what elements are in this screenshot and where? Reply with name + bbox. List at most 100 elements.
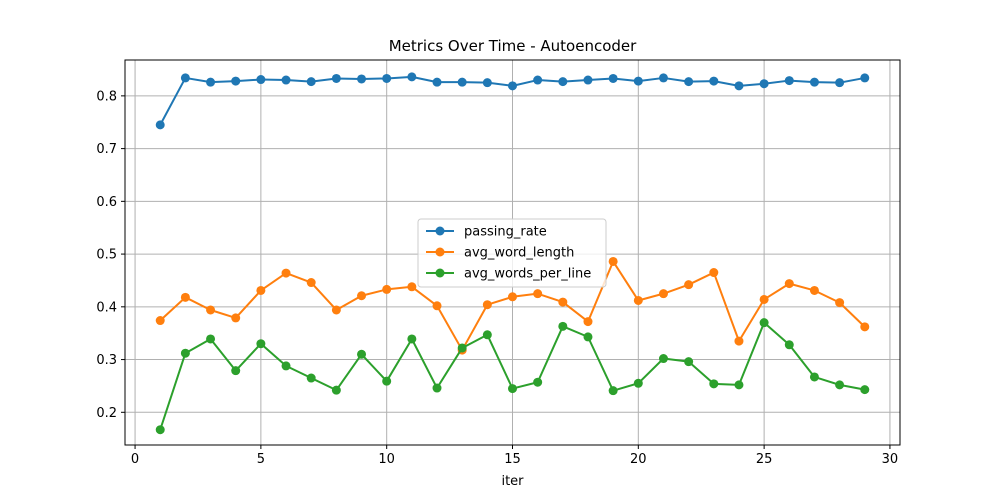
data-point-avg_words_per_line [155,425,165,435]
data-point-passing_rate [835,78,845,88]
series-avg_words_per_line [155,318,870,435]
data-point-passing_rate [281,75,291,85]
data-point-passing_rate [432,77,442,87]
data-point-avg_word_length [331,305,341,315]
data-point-avg_word_length [407,282,417,292]
data-point-avg_words_per_line [759,318,769,328]
data-point-passing_rate [608,73,618,83]
data-point-passing_rate [482,78,492,88]
data-point-avg_words_per_line [835,380,845,390]
data-point-avg_words_per_line [306,373,316,383]
data-point-passing_rate [508,81,517,91]
data-point-passing_rate [658,73,668,83]
data-point-avg_words_per_line [809,372,819,382]
y-tick-label: 0.8 [96,89,117,104]
data-point-avg_words_per_line [407,334,417,344]
data-point-avg_words_per_line [206,334,216,344]
data-point-avg_words_per_line [256,339,266,349]
legend-item-avg_words_per_line: avg_words_per_line [426,267,591,282]
y-tick-label: 0.7 [96,142,117,157]
data-point-passing_rate [457,77,467,87]
data-point-passing_rate [407,72,417,82]
data-point-avg_word_length [734,336,744,346]
series-passing_rate [155,72,870,130]
data-point-avg_words_per_line [432,383,442,393]
x-tick-label: 10 [378,452,395,467]
data-point-avg_words_per_line [784,340,794,350]
data-point-avg_word_length [206,305,216,315]
data-point-avg_word_length [633,295,643,305]
data-point-passing_rate [331,73,341,83]
data-point-avg_word_length [658,289,668,299]
data-point-avg_word_length [608,256,618,266]
legend-item-avg_word_length: avg_word_length [426,246,574,261]
data-point-avg_words_per_line [180,348,190,358]
data-point-avg_word_length [357,291,367,301]
data-point-avg_words_per_line [457,343,467,353]
data-point-avg_words_per_line [357,349,367,359]
legend: passing_rate avg_word_length avg_words_per… [417,218,607,288]
data-point-avg_word_length [281,268,291,278]
chart-title: Metrics Over Time - Autoencoder [389,37,637,55]
data-point-passing_rate [256,75,266,85]
data-point-avg_words_per_line [558,321,568,331]
y-tick-label: 0.2 [96,406,117,421]
x-tick-label: 25 [756,452,773,467]
y-tick-label: 0.4 [96,300,117,315]
x-tick-label: 15 [504,452,521,467]
legend-marker [435,247,445,257]
data-point-avg_word_length [860,322,870,332]
y-tick-label: 0.6 [96,195,117,210]
data-point-avg_words_per_line [684,357,694,367]
legend-marker [435,268,445,278]
data-point-passing_rate [231,76,241,86]
data-point-avg_words_per_line [482,330,492,340]
data-point-avg_words_per_line [331,385,341,395]
data-point-avg_word_length [835,298,845,308]
data-point-avg_word_length [784,279,794,289]
data-point-avg_word_length [306,278,316,288]
data-point-passing_rate [860,73,870,83]
legend-box [417,218,607,288]
data-point-passing_rate [709,76,719,86]
data-point-avg_word_length [508,292,517,302]
data-point-avg_words_per_line [608,386,618,396]
data-point-avg_words_per_line [281,361,291,371]
legend-marker [435,226,445,236]
data-point-avg_words_per_line [633,378,643,388]
data-point-avg_words_per_line [860,385,870,395]
data-point-passing_rate [633,76,643,86]
y-tick-label: 0.5 [96,248,117,263]
data-point-avg_word_length [432,301,442,311]
data-point-avg_word_length [809,285,819,295]
data-point-avg_words_per_line [658,354,668,364]
data-point-avg_word_length [759,294,769,304]
data-point-avg_word_length [533,289,543,299]
data-point-passing_rate [382,73,392,83]
data-point-avg_words_per_line [709,379,719,389]
data-point-avg_word_length [382,284,392,294]
data-point-passing_rate [533,75,543,85]
data-point-avg_words_per_line [583,332,593,342]
data-point-avg_word_length [709,268,719,278]
data-point-passing_rate [155,120,165,130]
data-point-avg_words_per_line [508,384,517,394]
data-point-passing_rate [734,81,744,91]
x-axis-label: iter [501,474,524,489]
data-point-passing_rate [206,77,216,87]
data-point-avg_word_length [256,285,266,295]
data-point-passing_rate [583,75,593,85]
data-point-avg_word_length [180,292,190,302]
y-tick-label: 0.3 [96,353,117,368]
ticks: 0 5 10 15 20 25 30 0.2 0.3 0.4 0.5 0.6 0.7 0.8 [96,89,898,467]
data-point-passing_rate [784,76,794,86]
data-point-avg_word_length [231,313,241,323]
x-tick-label: 0 [131,452,139,467]
data-point-passing_rate [759,79,769,89]
legend-item-passing_rate: passing_rate [426,225,547,240]
series-layer [155,72,870,435]
data-point-passing_rate [558,77,568,87]
data-point-passing_rate [809,77,819,87]
data-point-avg_words_per_line [231,366,241,376]
